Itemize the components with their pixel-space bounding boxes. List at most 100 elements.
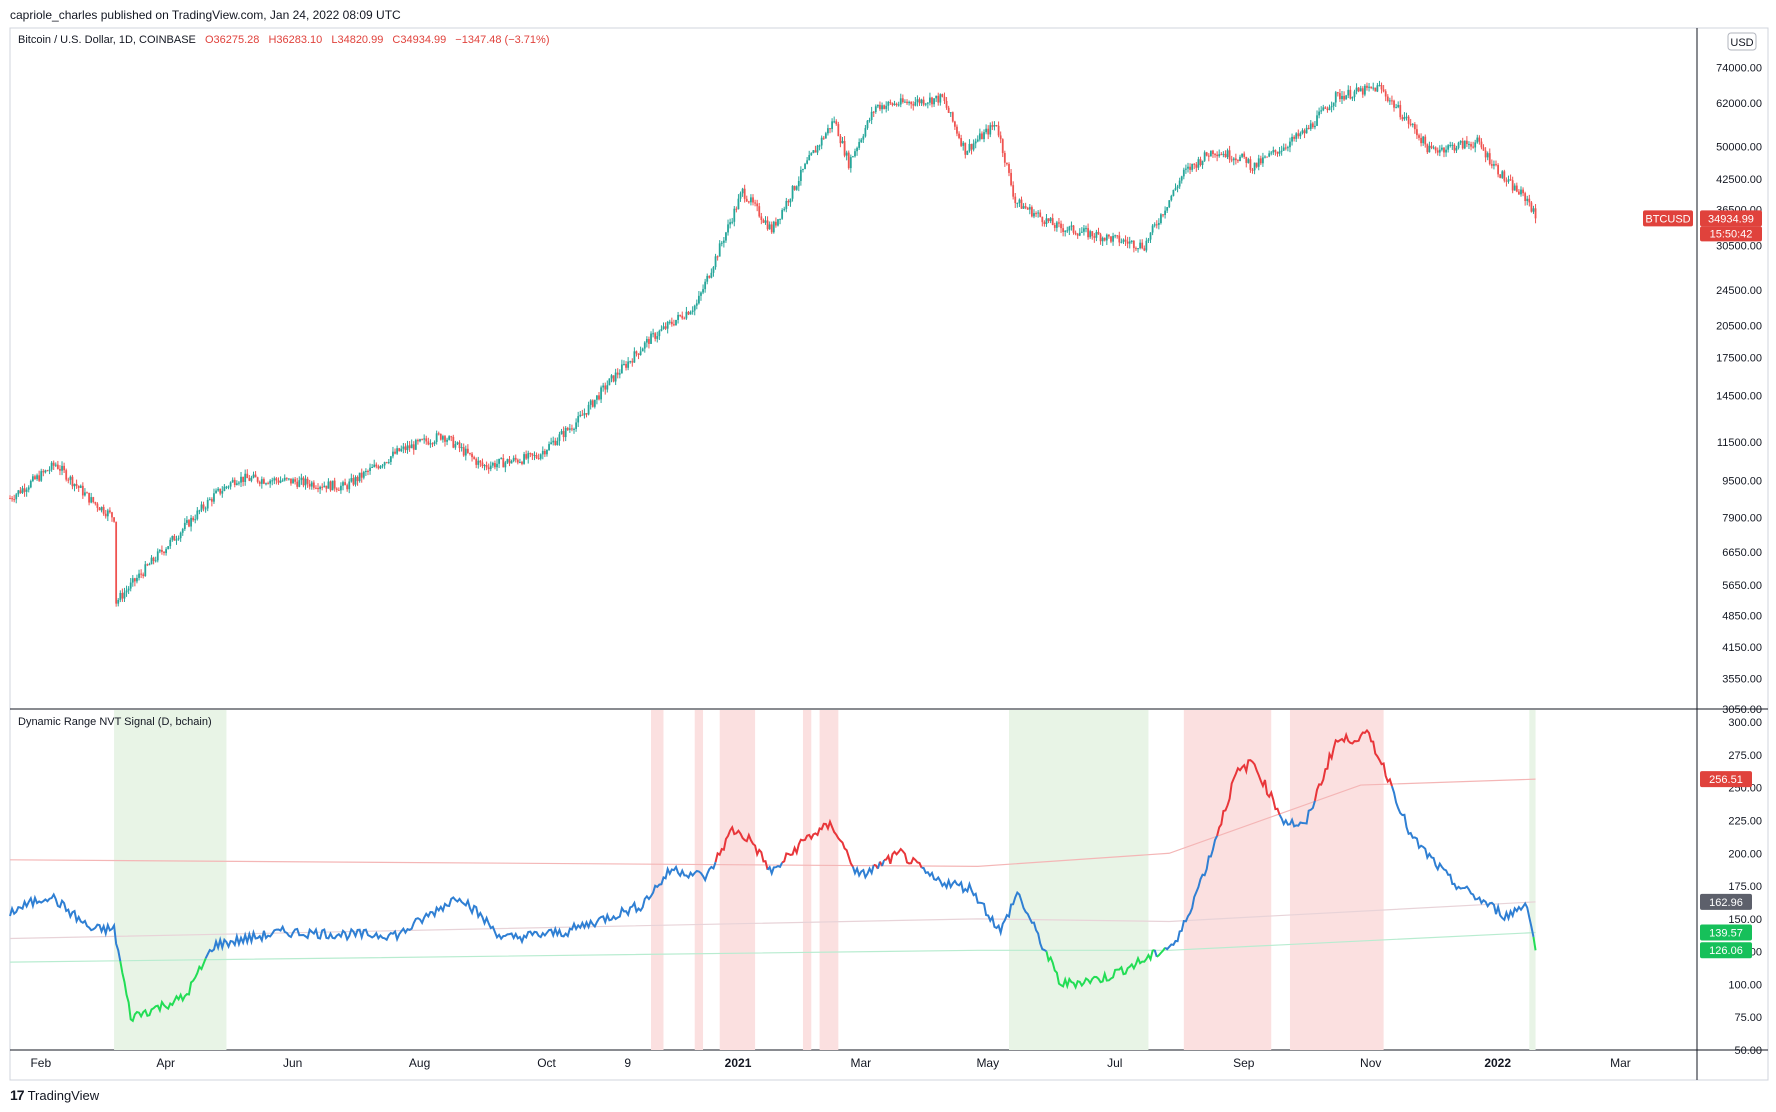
candle-body (837, 124, 840, 137)
candle-body (593, 399, 596, 407)
footer-brand[interactable]: 17 TradingView (10, 1087, 99, 1103)
candle-body (760, 216, 763, 221)
zone-low (1009, 710, 1149, 1050)
candle-body (1314, 125, 1316, 128)
candle-body (633, 351, 636, 363)
candle-body (1361, 88, 1364, 95)
candle-body (1045, 218, 1048, 225)
candle-body (1203, 152, 1206, 161)
candle-body (1482, 147, 1485, 151)
candle-body (231, 479, 234, 483)
candle-body (165, 549, 167, 554)
candle-body (920, 99, 923, 104)
candle-body (700, 292, 702, 296)
candle-body (275, 478, 278, 481)
candle-body (1018, 199, 1021, 203)
candle-body (833, 121, 836, 123)
candle-body (1058, 222, 1060, 224)
candle-body (1270, 152, 1273, 154)
candle-body (1247, 159, 1250, 163)
candle-body (281, 480, 284, 482)
candle-body (410, 444, 413, 449)
legend-low: L34820.99 (331, 34, 384, 46)
candle-body (502, 458, 505, 468)
candle-body (758, 206, 761, 217)
candle-body (625, 363, 627, 368)
candle-body (922, 99, 925, 105)
candle-body (142, 574, 145, 577)
candle-body (1157, 222, 1160, 225)
candle-body (1499, 174, 1502, 178)
candle-body (1051, 218, 1054, 226)
candle-body (1243, 153, 1246, 157)
candle-body (190, 517, 192, 527)
candle-body (985, 128, 988, 133)
candle-body (762, 220, 765, 223)
candle-body (929, 97, 931, 103)
candle-body (425, 438, 428, 442)
candle-body (200, 504, 203, 511)
nvt-signal-segment (1313, 728, 1393, 801)
candle-body (508, 459, 511, 464)
candle-body (163, 551, 165, 554)
candle-body (446, 439, 448, 442)
price-tick-label: 4150.00 (1722, 642, 1762, 654)
time-tick-label: 2021 (725, 1056, 752, 1070)
candle-body (350, 478, 353, 482)
candle-body (1205, 152, 1208, 156)
candle-body (423, 438, 426, 440)
currency-button[interactable] (1727, 32, 1757, 51)
indicator-axis[interactable]: 300.00275.00250.00225.00200.00175.00150.… (1728, 717, 1762, 1057)
symbol-tag-badge-bg (1643, 210, 1693, 227)
time-axis[interactable]: Feb Apr Jun Aug Oct 9 2021 Mar May Jul Sep Nov 2022 M… (30, 1056, 1630, 1070)
candle-body (775, 221, 777, 226)
candle-body (999, 135, 1002, 140)
candle-body (102, 506, 105, 514)
upper-band-badge-bg (1700, 771, 1752, 788)
price-tick-label: 11500.00 (1717, 437, 1762, 449)
candle-body (44, 470, 47, 473)
candle-body (1093, 236, 1096, 238)
price-axis[interactable]: 74000.0062000.0050000.0042500.0036500.00… (1716, 32, 1762, 716)
time-tick-label: Jun (283, 1056, 302, 1070)
candle-body (1409, 123, 1412, 125)
candle-body (389, 456, 392, 462)
candle-body (1441, 147, 1443, 150)
candle-body (772, 221, 775, 233)
candle-body (115, 521, 118, 604)
candle-body (581, 414, 584, 416)
candle-body (1445, 149, 1447, 153)
candle-body (720, 242, 723, 244)
candle-body (67, 479, 70, 481)
candle-body (421, 439, 423, 441)
candle-body (1237, 160, 1239, 162)
candle-body (874, 106, 877, 112)
candle-body (600, 387, 602, 400)
candle-body (1513, 185, 1516, 191)
candle-body (870, 111, 873, 120)
candle-body (1376, 85, 1379, 92)
candle-body (208, 499, 211, 501)
candle-body (454, 444, 457, 448)
candle-body (1110, 236, 1112, 242)
candle-body (98, 507, 101, 511)
candle-body (1511, 180, 1514, 191)
candle-body (1374, 87, 1377, 92)
candle-body (641, 348, 644, 352)
candle-body (1468, 144, 1470, 146)
candle-body (1170, 195, 1173, 201)
candle-body (910, 101, 913, 105)
candle-body (385, 462, 388, 464)
indicator-tick-label: 200.00 (1728, 848, 1762, 860)
candle-body (966, 151, 969, 155)
candle-body (525, 454, 528, 459)
candle-body (240, 476, 242, 483)
indicator-tick-label: 300.00 (1728, 717, 1762, 729)
candle-body (458, 442, 461, 449)
nvt-signal-segment (1216, 759, 1281, 837)
nvt-signal-segment (1153, 949, 1158, 958)
candle-body (914, 101, 917, 106)
candle-body (535, 455, 538, 458)
candle-body (1193, 163, 1196, 165)
